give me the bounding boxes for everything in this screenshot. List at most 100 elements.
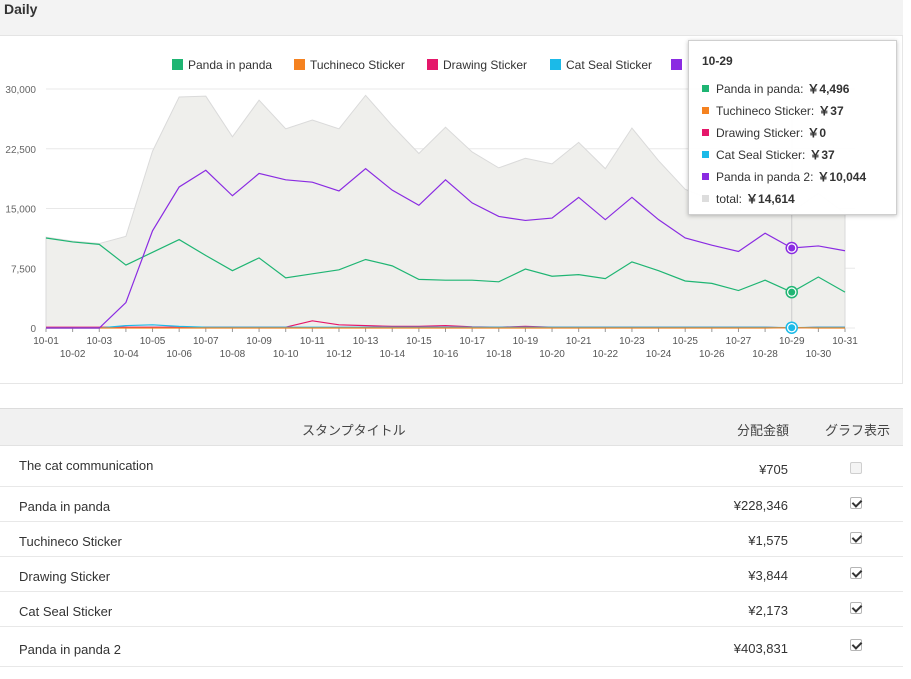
x-tick-label: 10-12	[326, 349, 352, 360]
col-header-title[interactable]: スタンプタイトル	[302, 423, 406, 438]
row-amount: ¥228,346	[733, 498, 788, 513]
legend-swatch	[427, 59, 438, 70]
x-tick-label: 10-30	[806, 349, 832, 360]
tooltip-swatch	[702, 173, 709, 180]
tooltip-swatch	[702, 107, 709, 114]
graph-toggle-checkbox[interactable]	[850, 531, 862, 544]
table-row: Panda in panda 2 ¥403,831	[0, 627, 903, 667]
legend-swatch	[671, 59, 682, 70]
x-tick-label: 10-24	[646, 349, 672, 360]
graph-toggle-checkbox[interactable]	[850, 462, 862, 474]
x-tick-label: 10-15	[406, 336, 432, 347]
tooltip-value: ￥4,496	[807, 82, 850, 96]
x-tick-label: 10-22	[593, 349, 619, 360]
legend-label[interactable]: Tuchineco Sticker	[310, 58, 405, 72]
tooltip-label: total:	[716, 192, 743, 206]
x-tick-label: 10-11	[300, 336, 325, 347]
tooltip-swatch	[702, 195, 709, 202]
tooltip-row: Drawing Sticker: ￥0	[702, 124, 826, 141]
tooltip-swatch	[702, 129, 709, 136]
row-amount: ¥1,575	[748, 533, 788, 548]
legend-swatch	[550, 59, 561, 70]
x-tick-label: 10-18	[486, 349, 512, 360]
legend-label[interactable]: Panda in panda	[188, 58, 272, 72]
legend-label[interactable]: Cat Seal Sticker	[566, 58, 652, 72]
series-line-panda-in-panda	[45, 237, 846, 293]
tooltip-value: ￥10,044	[817, 170, 867, 184]
x-tick-label: 10-01	[33, 336, 59, 347]
x-tick-label: 10-29	[779, 336, 805, 347]
graph-toggle-checkbox[interactable]	[850, 496, 862, 509]
row-amount: ¥2,173	[748, 603, 788, 618]
tooltip-label: Tuchineco Sticker:	[716, 104, 815, 118]
table-body: The cat communication ¥705 Panda in panda ¥…	[0, 446, 903, 667]
x-tick-label: 10-14	[379, 349, 405, 360]
col-header-amount[interactable]: 分配金額	[737, 423, 790, 438]
x-tick-label: 10-19	[513, 336, 539, 347]
table-header: スタンプタイトル 分配金額 グラフ表示	[0, 408, 903, 446]
section-title: Daily	[4, 1, 38, 17]
x-tick-label: 10-20	[539, 349, 565, 360]
x-tick-label: 10-03	[86, 336, 112, 347]
table-row: Cat Seal Sticker ¥2,173	[0, 592, 903, 627]
hover-marker-dot	[788, 324, 796, 332]
y-tick-label: 15,000	[5, 205, 36, 216]
y-tick-label: 30,000	[5, 85, 36, 96]
tooltip-swatch	[702, 85, 709, 92]
x-tick-label: 10-23	[619, 336, 645, 347]
tooltip-value: ￥14,614	[746, 192, 795, 206]
tooltip-label: Drawing Sticker:	[716, 126, 804, 140]
col-header-graph[interactable]: グラフ表示	[825, 423, 891, 438]
legend-swatch	[294, 59, 305, 70]
tooltip-label: Cat Seal Sticker:	[716, 148, 806, 162]
tooltip-label: Panda in panda 2:	[716, 170, 814, 184]
hover-marker-dot	[788, 244, 796, 252]
x-tick-label: 10-13	[353, 336, 379, 347]
legend-label[interactable]: Drawing Sticker	[443, 58, 527, 72]
series-line-panda-in-panda-2	[46, 167, 846, 329]
x-tick-label: 10-05	[140, 336, 166, 347]
graph-toggle-checkbox[interactable]	[850, 639, 862, 651]
tooltip-value: ￥37	[809, 148, 835, 162]
graph-toggle-checkbox[interactable]	[850, 601, 862, 614]
graph-toggle-checkbox[interactable]	[850, 566, 862, 579]
tooltip-row: Panda in panda: ￥4,496	[702, 80, 849, 97]
table-row: Panda in panda ¥228,346	[0, 487, 903, 522]
y-tick-label: 0	[30, 324, 36, 335]
y-tick-label: 7,500	[11, 264, 36, 275]
tooltip-label: Panda in panda:	[716, 82, 804, 96]
x-tick-label: 10-10	[273, 349, 299, 360]
section-header: Daily	[0, 0, 903, 36]
row-title: Panda in panda 2	[19, 641, 121, 657]
x-tick-label: 10-16	[433, 349, 459, 360]
x-tick-label: 10-27	[726, 336, 752, 347]
row-title: Drawing Sticker	[19, 569, 111, 584]
x-tick-label: 10-08	[220, 349, 246, 360]
row-title: Panda in panda	[19, 499, 111, 514]
row-amount: ¥3,844	[748, 568, 788, 583]
x-tick-label: 10-25	[672, 336, 698, 347]
row-amount: ¥403,831	[733, 640, 788, 656]
row-title: The cat communication	[19, 458, 154, 473]
row-amount: ¥705	[759, 462, 788, 477]
tooltip-value: ￥0	[807, 126, 827, 140]
x-tick-label: 10-28	[752, 349, 778, 360]
tooltip-row: Tuchineco Sticker: ￥37	[702, 102, 844, 119]
x-tick-label: 10-09	[246, 336, 272, 347]
table-row: Drawing Sticker ¥3,844	[0, 557, 903, 592]
tooltip-date: 10-29	[702, 54, 733, 68]
x-tick-label: 10-17	[459, 336, 485, 347]
chart-panel: 0 7,500 15,000 22,500 30,000 10-01 10-02 10-03 1…	[0, 36, 903, 384]
tooltip-value: ￥37	[818, 104, 844, 118]
x-tick-label: 10-21	[566, 336, 592, 347]
x-tick-label: 10-07	[193, 336, 219, 347]
chart-tooltip: 10-29 Panda in panda: ￥4,496 Tuchineco Sti…	[688, 40, 897, 215]
table-row: Tuchineco Sticker ¥1,575	[0, 522, 903, 557]
x-tick-label: 10-31	[832, 336, 858, 347]
x-tick-label: 10-02	[60, 349, 86, 360]
row-title: Tuchineco Sticker	[19, 534, 122, 549]
y-tick-label: 22,500	[5, 145, 36, 156]
tooltip-swatch	[702, 151, 709, 158]
hover-marker-dot	[788, 288, 796, 296]
